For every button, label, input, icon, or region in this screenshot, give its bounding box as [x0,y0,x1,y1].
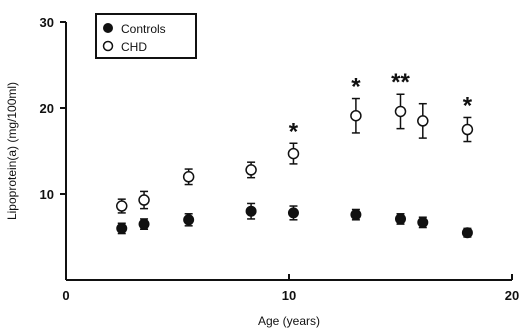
chd-point-4 [287,147,300,160]
controls-point-7 [417,216,429,228]
chd-point-1 [138,194,150,206]
legend-label-controls: Controls [121,22,166,36]
controls-point-4 [287,207,299,219]
controls-point-2 [183,214,195,226]
data-marks: ** *** [116,69,474,239]
controls-point-6 [395,213,406,225]
significance-marker-3: * [463,92,473,119]
chd-point-8 [461,123,474,136]
controls-point-3 [245,205,257,217]
controls-point-1 [138,218,150,230]
chd-point-0 [116,200,128,212]
chd-point-5 [350,109,362,122]
x-tick-label-0: 0 [62,288,69,303]
controls-point-0 [116,222,128,234]
chd-point-2 [182,171,195,183]
x-tick-label-10: 10 [282,288,296,303]
chd-point-7 [417,115,429,127]
significance-marker-2: ** [391,69,410,96]
significance-marker-0: * [289,118,299,145]
legend-marker-controls [103,23,113,33]
y-tick-label-10: 10 [40,187,54,202]
x-tick-label-20: 20 [505,288,519,303]
significance-marker-1: * [351,74,361,101]
legend-label-chd: CHD [121,40,147,54]
y-axis-title: Lipoprotein(a) (mg/100ml) [5,82,19,220]
chd-point-3 [245,164,257,176]
legend-box [95,13,197,59]
x-axis-title: Age (years) [258,314,320,328]
y-tick-label-30: 30 [40,15,54,30]
controls-point-8 [461,227,473,239]
legend-marker-chd [102,40,114,52]
controls-point-5 [350,209,362,221]
y-tick-label-20: 20 [40,101,54,116]
chd-point-6 [394,105,407,118]
